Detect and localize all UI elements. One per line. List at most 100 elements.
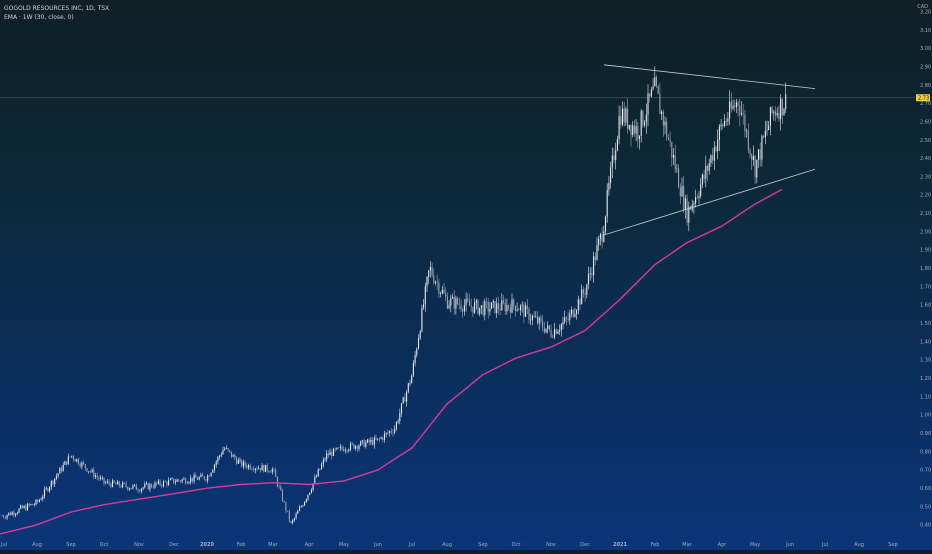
trendlines[interactable]: [602, 64, 816, 236]
indicator-title[interactable]: EMA · 1W (30, close, 0): [4, 14, 74, 21]
candle-body: [33, 504, 35, 506]
candle-body: [428, 270, 430, 277]
y-tick-label: 0.40: [920, 523, 931, 529]
candle-body: [370, 440, 372, 443]
candle-body: [322, 459, 324, 465]
y-tick-label: 3.00: [920, 46, 931, 52]
candle-body: [756, 159, 758, 178]
candle-body: [244, 461, 246, 466]
candle-body: [630, 124, 632, 135]
candle-body: [740, 113, 743, 115]
candle-body: [237, 460, 239, 464]
y-tick-label: 0.90: [920, 431, 931, 437]
candle-body: [525, 305, 527, 317]
candle-body: [404, 397, 406, 402]
candle-body: [662, 111, 664, 126]
candle-body: [3, 515, 5, 518]
candle-body: [230, 451, 233, 457]
candle-body: [305, 499, 307, 502]
chart-legend[interactable]: GOGOLD RESOURCES INC, 1D, TSX EMA · 1W (…: [4, 4, 109, 22]
candle-body: [315, 476, 318, 478]
candle-body: [380, 437, 382, 439]
candle-body: [649, 93, 651, 97]
candle-body: [742, 113, 744, 115]
candle-body: [222, 449, 224, 455]
candle-body: [285, 501, 287, 512]
candle-body: [632, 125, 634, 135]
candle-body: [538, 317, 540, 324]
y-axis[interactable]: 0.40 0.50 0.60 0.70 0.80 0.90 1.00 1.10 1.20 1.30…: [920, 9, 931, 528]
candle-body: [637, 126, 639, 140]
candle-body: [596, 245, 598, 261]
candle-body: [659, 93, 661, 114]
candle-body: [205, 479, 207, 481]
candle-body: [123, 482, 125, 484]
ema-series[interactable]: [0, 188, 783, 535]
symbol-title[interactable]: GOGOLD RESOURCES INC, 1D, TSX: [4, 5, 110, 12]
candle-body: [76, 459, 78, 462]
y-tick-label: 1.30: [920, 358, 931, 364]
candle-body: [18, 508, 20, 513]
candle-body: [225, 448, 227, 449]
candle-body: [6, 515, 8, 519]
candle-body: [589, 273, 591, 275]
candle-body: [254, 468, 256, 471]
candle-body: [399, 412, 401, 421]
candle-body: [290, 521, 292, 523]
trendline-upper: [603, 64, 816, 90]
x-tick-label: Jul: [821, 542, 828, 548]
candle-body: [548, 325, 550, 330]
candle-body: [487, 302, 489, 312]
candle-body: [161, 484, 163, 487]
y-tick-label: 1.00: [920, 413, 931, 419]
candle-body: [429, 266, 431, 271]
y-tick-label: 1.70: [920, 284, 931, 290]
candle-body: [365, 442, 367, 447]
candle-body: [304, 501, 306, 506]
candle-body: [98, 477, 100, 480]
candle-body: [394, 428, 396, 433]
candle-body: [42, 496, 44, 500]
candle-body: [723, 120, 726, 127]
candle-body: [271, 469, 273, 473]
candle-body: [377, 438, 379, 440]
x-tick-label: Oct: [512, 542, 521, 548]
candle-body: [477, 300, 479, 314]
candle-series[interactable]: [1, 66, 787, 525]
candle-body: [309, 492, 311, 495]
price-tag-bg: [916, 94, 930, 102]
candle-body: [77, 459, 80, 465]
candle-body: [341, 446, 343, 449]
candle-body: [1, 515, 3, 517]
candle-body: [623, 108, 625, 123]
candle-body: [247, 464, 250, 468]
candle-body: [533, 315, 535, 317]
candle-body: [774, 111, 777, 116]
candle-body: [467, 298, 469, 301]
candle-body: [761, 136, 763, 160]
candle-body: [521, 305, 523, 306]
candle-body: [581, 289, 583, 305]
candle-body: [295, 513, 297, 519]
candle-body: [67, 456, 69, 465]
candle-body: [671, 141, 673, 158]
candle-body: [727, 118, 729, 122]
candle-body: [83, 462, 85, 465]
candle-body: [599, 234, 601, 239]
y-tick-label: 0.70: [920, 468, 931, 474]
x-axis[interactable]: Jul Aug Sep Oct Nov Dec 2020 Feb Mar Apr May Jun Jul…: [0, 542, 898, 548]
candle-body: [499, 309, 501, 311]
candle-body: [375, 437, 377, 440]
candle-body: [681, 185, 683, 197]
candle-body: [293, 518, 295, 521]
candle-body: [246, 465, 248, 468]
candle-body: [40, 499, 42, 500]
candle-body: [275, 469, 277, 477]
candle-body: [196, 477, 199, 480]
candle-body: [708, 163, 710, 171]
candle-body: [103, 477, 105, 484]
x-tick-label: Apr: [305, 542, 315, 548]
candle-body: [419, 331, 421, 339]
